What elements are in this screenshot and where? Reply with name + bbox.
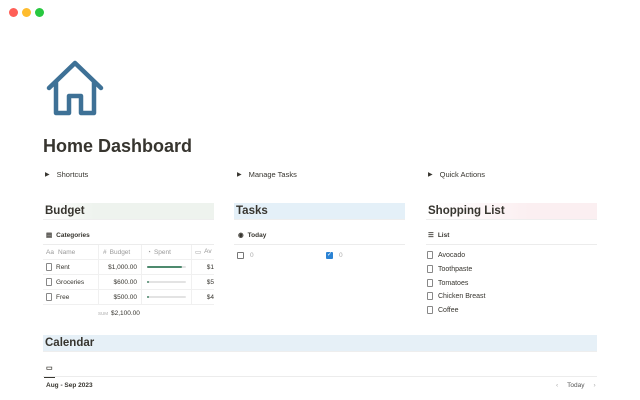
- list-icon: ☰: [428, 232, 434, 239]
- item-label: Coffee: [438, 306, 459, 314]
- page-icon: [427, 306, 433, 314]
- item-label: Chicken Breast: [438, 292, 486, 300]
- close-window-button[interactable]: [9, 8, 18, 17]
- triangle-right-icon: ▶: [428, 172, 433, 178]
- list-item[interactable]: Chicken Breast: [427, 292, 485, 300]
- table-row[interactable]: Groceries $600.00 $5: [43, 275, 214, 290]
- column-budget[interactable]: Budget: [109, 248, 131, 256]
- tab-categories[interactable]: ▤ Categories: [44, 229, 92, 245]
- list-item[interactable]: Toothpaste: [427, 265, 472, 273]
- target-icon: ◉: [238, 232, 244, 239]
- item-label: Tomatoes: [438, 279, 469, 287]
- column-spent[interactable]: Spent: [153, 248, 171, 256]
- page-icon: [46, 263, 52, 271]
- toggle-shortcuts[interactable]: ▶ Shortcuts: [45, 170, 88, 179]
- tab-today[interactable]: ◉ Today: [236, 229, 269, 245]
- page-title: Home Dashboard: [43, 136, 193, 156]
- table-icon: ▤: [46, 232, 53, 239]
- maximize-window-button[interactable]: [35, 8, 44, 17]
- unchecked-group[interactable]: 0: [237, 252, 254, 259]
- row-name[interactable]: Groceries: [56, 278, 85, 286]
- today-button[interactable]: Today: [567, 382, 585, 389]
- row-available: $4: [206, 293, 214, 301]
- table-header: Aa Name # Budget ◔ Spent ▭ Av: [43, 245, 214, 260]
- list-item[interactable]: Tomatoes: [427, 279, 468, 287]
- checkbox-checked[interactable]: ✓: [326, 252, 333, 259]
- spent-progress-bar: [147, 296, 186, 298]
- calendar-nav: ‹ Today ›: [556, 382, 596, 389]
- column-name[interactable]: Name: [57, 248, 76, 256]
- item-label: Toothpaste: [438, 265, 473, 273]
- spent-progress-bar: [147, 266, 186, 268]
- progress-fill: [147, 296, 149, 298]
- row-name[interactable]: Rent: [56, 263, 70, 271]
- number-icon: #: [103, 248, 107, 256]
- table-row[interactable]: Rent $1,000.00 $1: [43, 260, 214, 275]
- row-budget: $1,000.00: [98, 260, 142, 274]
- list-item[interactable]: Avocado: [427, 251, 465, 259]
- table-row[interactable]: Free $500.00 $4: [43, 290, 214, 305]
- chevron-left-icon[interactable]: ‹: [556, 382, 559, 389]
- minimize-window-button[interactable]: [22, 8, 31, 17]
- calendar-icon: ▭: [46, 365, 53, 372]
- toggle-manage-tasks[interactable]: ▶ Manage Tasks: [237, 170, 297, 179]
- tab-calendar[interactable]: ▭: [44, 362, 55, 378]
- page-icon: [427, 292, 433, 300]
- formula-icon: ◔: [147, 248, 151, 256]
- page-icon: [46, 278, 52, 286]
- checked-group[interactable]: ✓ 0: [326, 252, 343, 259]
- item-label: Avocado: [438, 251, 466, 259]
- group-count: 0: [339, 252, 343, 259]
- triangle-right-icon: ▶: [237, 172, 242, 178]
- budget-heading: Budget: [43, 203, 214, 220]
- house-icon: [46, 60, 104, 116]
- page-icon: [46, 293, 52, 301]
- tab-label: Categories: [56, 231, 90, 239]
- text-icon: Aa: [46, 248, 54, 256]
- page-icon: [427, 265, 433, 273]
- tasks-heading: Tasks: [234, 203, 405, 220]
- row-name[interactable]: Free: [56, 293, 70, 301]
- progress-fill: [147, 281, 149, 283]
- toggle-label: Manage Tasks: [248, 170, 297, 179]
- toggle-label: Shortcuts: [56, 170, 89, 179]
- triangle-right-icon: ▶: [45, 172, 50, 178]
- toggle-label: Quick Actions: [439, 170, 486, 179]
- group-count: 0: [250, 252, 254, 259]
- tab-list[interactable]: ☰ List: [426, 229, 452, 245]
- row-budget: $600.00: [98, 275, 142, 289]
- formula-icon: ▭: [195, 249, 202, 256]
- calendar-heading: Calendar: [43, 335, 597, 352]
- tab-label: List: [437, 231, 450, 239]
- budget-table: Aa Name # Budget ◔ Spent ▭ Av Rent $1,000.00…: [43, 245, 214, 321]
- checkbox-unchecked[interactable]: [237, 252, 244, 259]
- row-budget: $500.00: [98, 290, 142, 304]
- progress-fill: [147, 266, 183, 268]
- page-icon: [427, 251, 433, 259]
- toggle-quick-actions[interactable]: ▶ Quick Actions: [428, 170, 485, 179]
- calendar-range: Aug - Sep 2023: [46, 382, 93, 389]
- shopping-heading: Shopping List: [426, 203, 597, 220]
- sum-label: SUM: [98, 310, 108, 316]
- column-available[interactable]: Av: [204, 248, 212, 255]
- tab-label: Today: [247, 231, 267, 239]
- list-item[interactable]: Coffee: [427, 306, 459, 314]
- row-available: $1: [206, 263, 214, 271]
- row-available: $5: [206, 278, 214, 286]
- chevron-right-icon[interactable]: ›: [593, 382, 596, 389]
- page-icon: [427, 279, 433, 287]
- spent-progress-bar: [147, 281, 186, 283]
- budget-total: $2,100.00: [111, 309, 140, 317]
